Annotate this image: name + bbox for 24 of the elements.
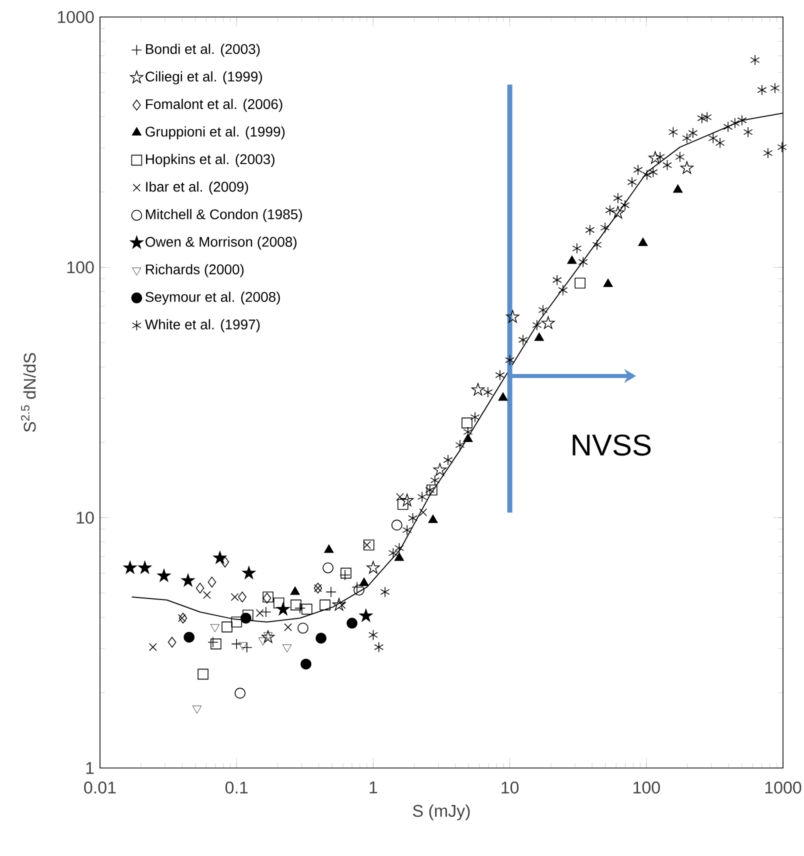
x-tick-label: 10 <box>502 782 519 794</box>
x-tick-label: 1000 <box>765 782 802 794</box>
y-tick-label: 10 <box>76 512 94 524</box>
legend-label: Fomalont et al. (2006) <box>146 98 282 112</box>
y-tick-label: 1000 <box>58 10 94 24</box>
x-axis-title: S (mJy) <box>412 804 470 820</box>
y-tick-label: 1 <box>86 762 94 774</box>
legend-label: Seymour et al. (2008) <box>146 292 280 305</box>
legend-label: Gruppioni et al. (1999) <box>146 126 285 140</box>
legend-label: Ciliegi et al. (1999) <box>146 71 262 84</box>
y-axis-title: S$^{2.5}$ dN/dS <box>21 353 36 432</box>
legend-label: Hopkins et al. (2003) <box>146 154 274 167</box>
x-tick-label: 0.01 <box>84 782 116 794</box>
legend-label: Owen & Morrison (2008) <box>146 236 296 250</box>
legend-label: Mitchell & Condon (1985) <box>146 208 302 222</box>
ref-line-label: NVSS <box>572 434 651 456</box>
x-tick-label: 1 <box>370 782 378 794</box>
legend-label: Bondi et al. (2003) <box>146 44 260 57</box>
legend-label: Richards (2000) <box>146 264 244 278</box>
legend-label: White et al. (1997) <box>144 319 260 332</box>
x-tick-label: 100 <box>634 782 660 794</box>
legend-label: Ibar et al. (2009) <box>146 181 248 194</box>
y-tick-label: 100 <box>67 261 94 274</box>
x-tick-label: 0.1 <box>225 782 248 794</box>
